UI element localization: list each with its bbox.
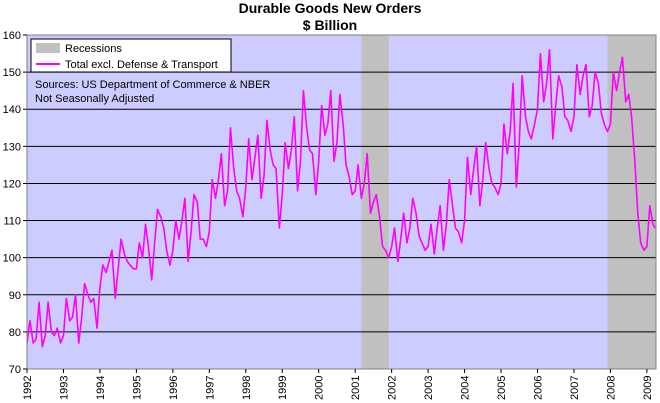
x-tick-label-2002: 2002 xyxy=(387,376,399,400)
x-tick-label-1996: 1996 xyxy=(168,376,180,400)
adjustment-note: Not Seasonally Adjusted xyxy=(35,93,154,105)
source-note: Sources: US Department of Commerce & NBE… xyxy=(35,79,270,91)
series-lines xyxy=(26,49,656,348)
series-line-1 xyxy=(26,49,656,348)
x-tick-label-2001: 2001 xyxy=(350,376,362,400)
x-tick-label-2004: 2004 xyxy=(460,376,472,400)
legend-box xyxy=(30,38,232,73)
chart-subtitle: $ Billion xyxy=(302,17,358,33)
y-tick-label-100: 100 xyxy=(3,253,21,265)
recession-bands xyxy=(361,35,656,369)
y-tick-label-80: 80 xyxy=(9,327,21,339)
x-tick-label-2007: 2007 xyxy=(569,376,581,400)
y-tick-label-110: 110 xyxy=(3,216,21,228)
legend-label-recessions: Recessions xyxy=(65,43,122,55)
x-tick-label-1993: 1993 xyxy=(58,376,70,400)
x-tick-label-2000: 2000 xyxy=(314,376,326,400)
x-tick-label-1997: 1997 xyxy=(204,376,216,400)
y-axis: 70 80 90 100 110 120 130 140 150 160 xyxy=(3,30,27,376)
legend: Recessions Total excl. Defense & Transpo… xyxy=(30,38,232,73)
y-tick-label-160: 160 xyxy=(3,30,21,42)
y-tick-label-120: 120 xyxy=(3,178,21,190)
gridlines xyxy=(27,71,656,333)
x-tick-label-1994: 1994 xyxy=(95,376,107,400)
x-tick-label-2008: 2008 xyxy=(605,376,617,400)
chart-title: Durable Goods New Orders xyxy=(238,0,422,16)
x-tick-label-1998: 1998 xyxy=(241,376,253,400)
x-axis: 1992 1993 1994 1995 1996 1997 1998 1999 2000 2001… xyxy=(22,369,654,400)
legend-recession-swatch xyxy=(36,43,60,53)
x-tick-label-2006: 2006 xyxy=(532,376,544,400)
recession-band-1 xyxy=(361,35,389,369)
x-tick-label-2009: 2009 xyxy=(642,376,654,400)
legend-label-series: Total excl. Defense & Transport xyxy=(65,59,218,71)
y-tick-label-130: 130 xyxy=(3,141,21,153)
recession-band-2 xyxy=(607,35,656,369)
x-tick-label-2003: 2003 xyxy=(423,376,435,400)
y-tick-label-70: 70 xyxy=(9,364,21,376)
plot-frame xyxy=(26,34,657,370)
x-tick-label-1999: 1999 xyxy=(277,376,289,400)
y-tick-label-150: 150 xyxy=(3,67,21,79)
x-tick-label-2005: 2005 xyxy=(496,376,508,400)
x-tick-label-1992: 1992 xyxy=(22,376,34,400)
y-tick-label-90: 90 xyxy=(9,290,21,302)
x-tick-label-1995: 1995 xyxy=(131,376,143,400)
y-tick-label-140: 140 xyxy=(3,104,21,116)
